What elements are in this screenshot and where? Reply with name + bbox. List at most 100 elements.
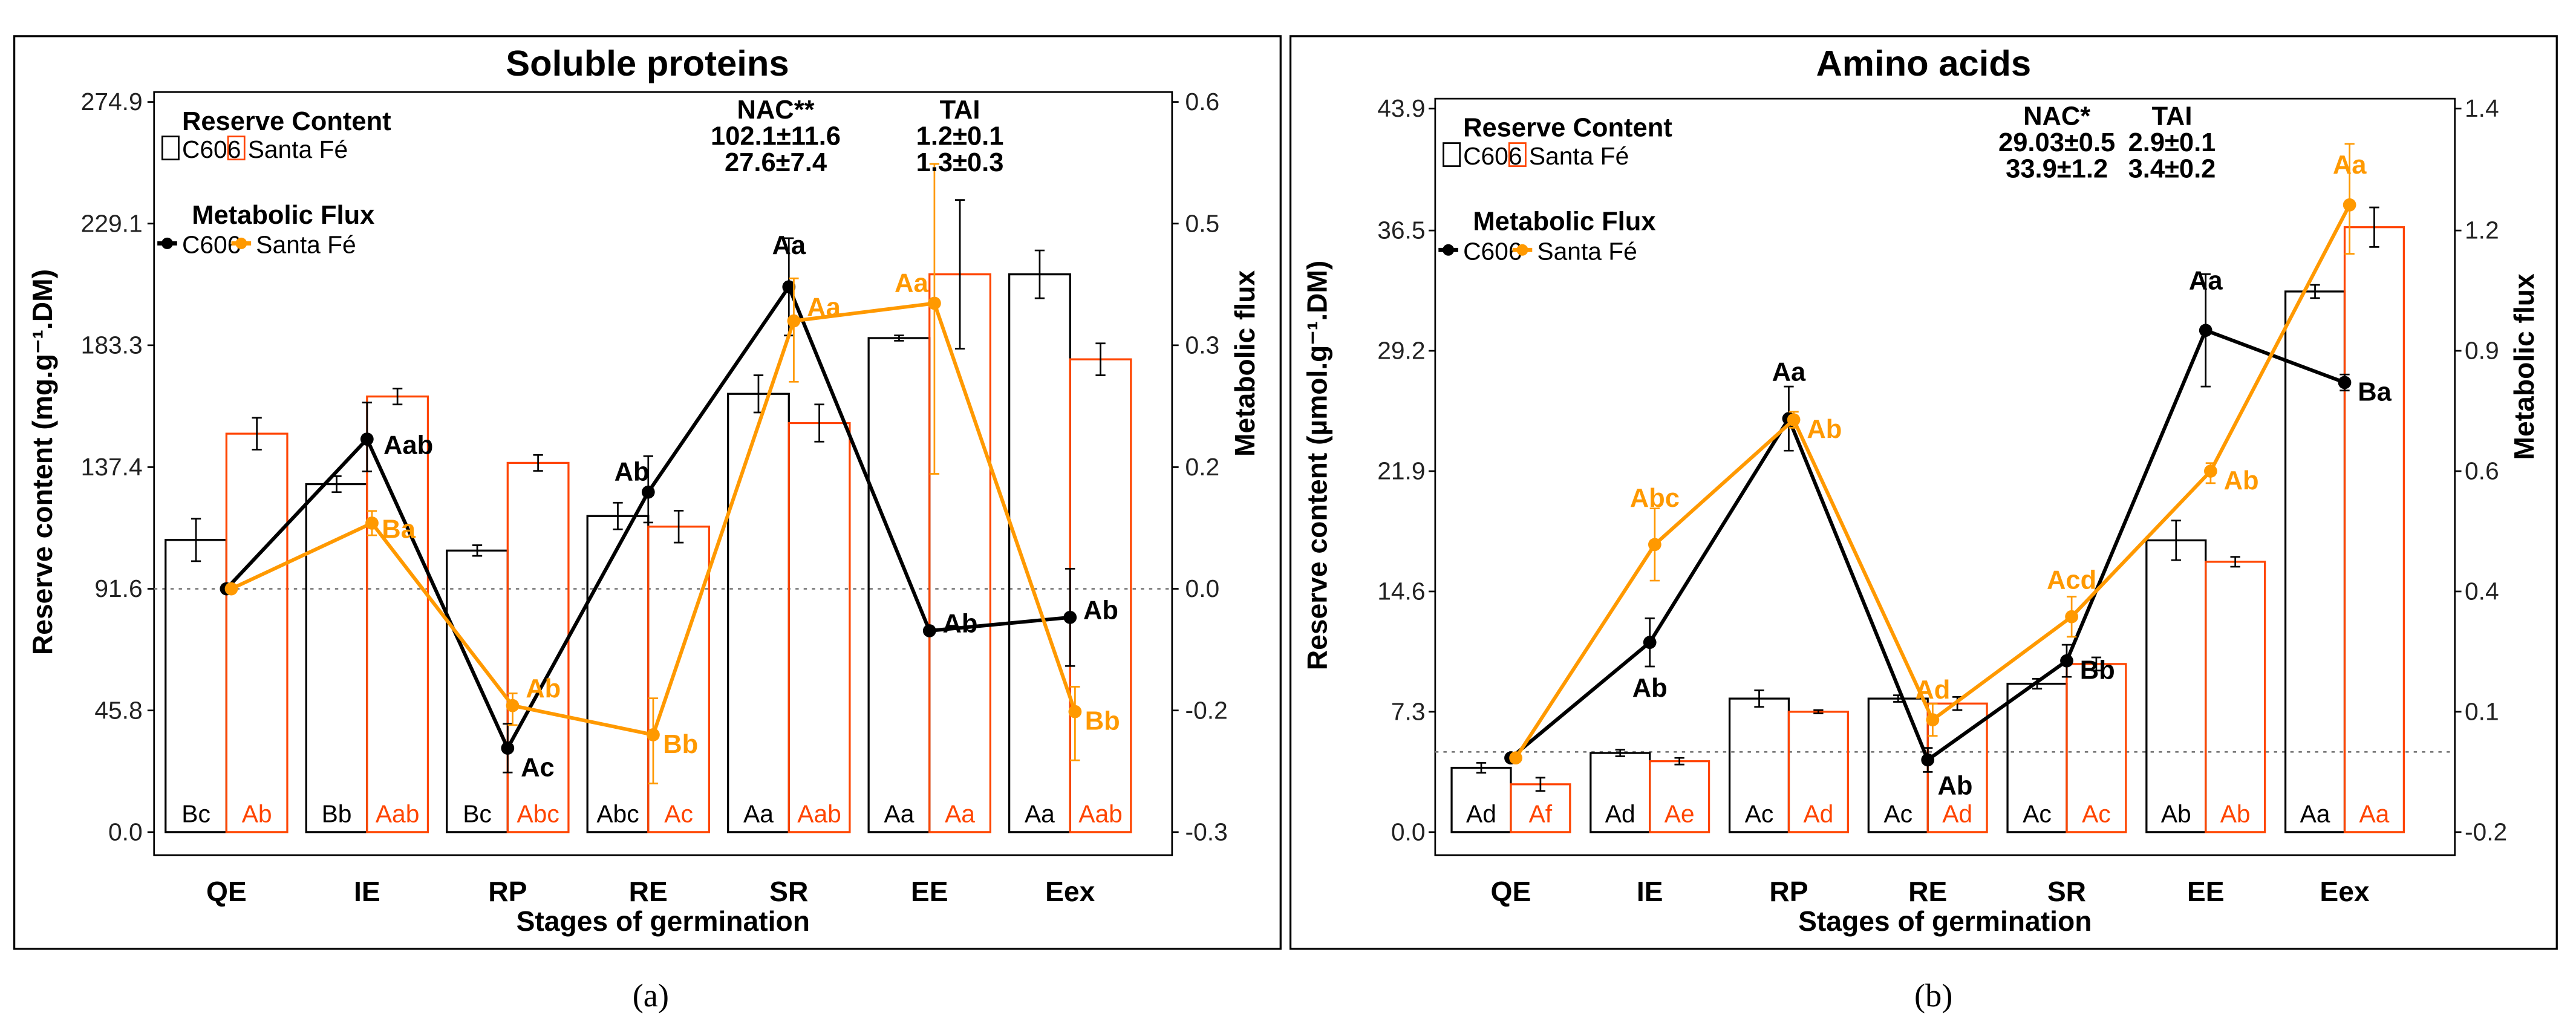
x-tick-label: SR (2047, 876, 2086, 907)
bar-letter: Af (1529, 800, 1553, 828)
legend-reserve-title: Reserve Content (1463, 114, 1672, 143)
flux-letter: Ab (1083, 596, 1118, 625)
flux-line-santa-fe (230, 301, 1077, 737)
bar-c606 (1008, 273, 1071, 833)
bar-error-bar (894, 334, 904, 342)
legend-marker-santa-fe (1516, 244, 1528, 256)
flux-point (2338, 376, 2352, 389)
flux-letter: Ab (1807, 415, 1842, 444)
x-tick-label: EE (911, 876, 948, 907)
x-tick-label: SR (769, 876, 808, 907)
flux-point (1921, 753, 1935, 767)
flux-point (2060, 654, 2073, 668)
plot-area (153, 91, 1173, 856)
bar-error-bar (392, 388, 403, 406)
bar-letter: Ad (1942, 800, 1972, 828)
bar-error-bar (1535, 777, 1546, 792)
flux-letter: Aa (772, 231, 806, 260)
bar-letter: Ad (1466, 800, 1496, 828)
x-tick-label: IE (354, 876, 380, 907)
bar-error-bar (814, 403, 824, 443)
flux-point (1509, 751, 1522, 765)
flux-letter: Ad (1915, 676, 1950, 705)
y2-tick-label: -0.3 (1185, 818, 1228, 845)
x-tick-label: QE (206, 876, 247, 907)
flux-point (2199, 324, 2212, 337)
y-tick-label: 21.9 (1377, 457, 1425, 485)
y-tick-label: 91.6 (94, 575, 142, 602)
bar-santa-fe (2205, 561, 2266, 833)
flux-point (1068, 705, 1082, 718)
x-tick-label: RE (629, 876, 668, 907)
y-tick-label: 137.4 (81, 453, 143, 481)
y2-tick-label: 0.6 (1185, 88, 1220, 116)
tai-santa-fe: 3.4±0.2 (2128, 155, 2216, 184)
bar-error-bar (1476, 762, 1487, 774)
tai-c606: 1.2±0.1 (916, 122, 1004, 151)
x-tick-label: RP (1769, 876, 1808, 907)
y2-tick-label: 0.6 (2465, 457, 2499, 485)
bar-santa-fe (928, 273, 991, 833)
tai-label: TAI (940, 96, 980, 125)
flux-point (501, 741, 515, 755)
bar-error-bar (533, 454, 543, 472)
legend-swatch-c606 (161, 135, 180, 161)
panel-label: (b) (1914, 977, 1952, 1014)
y-tick-label: 0.0 (1391, 818, 1426, 845)
nac-santa-fe: 27.6±7.4 (725, 148, 827, 177)
bar-letter: Ac (664, 800, 693, 828)
flux-point (224, 582, 238, 596)
y-tick-label: 229.1 (81, 209, 143, 237)
y-axis-title: Reserve content (mg.g⁻¹.DM) (27, 269, 58, 655)
flux-point (506, 699, 520, 712)
x-tick-label: Eex (1045, 876, 1095, 907)
panel-a: Soluble proteins 0.0 45.8 91.6 137.4 183.3 229… (13, 35, 1282, 1014)
bar-error-bar (1674, 757, 1684, 766)
x-tick-label: RE (1908, 876, 1947, 907)
bar-letter: Aab (1078, 800, 1123, 828)
flux-letter: Aa (895, 269, 928, 298)
bar-letter: Ac (2082, 800, 2111, 828)
bar-c606 (305, 483, 368, 833)
legend-flux-title: Metabolic Flux (1473, 207, 1655, 236)
flux-letter: Aa (2189, 266, 2223, 295)
bar-letter: Aab (376, 800, 420, 828)
bar-letter: Ac (2023, 800, 2052, 828)
flux-error-bar (929, 163, 940, 475)
bar-letter: Aa (945, 800, 975, 828)
nac-santa-fe: 33.9±1.2 (2006, 155, 2108, 184)
bar-error-bar (1754, 689, 1764, 708)
bar-error-bar (2091, 656, 2102, 672)
y-tick-label: 36.5 (1377, 217, 1425, 244)
bar-letter: Bc (181, 800, 210, 828)
bar-letter: Aab (797, 800, 841, 828)
flux-point (641, 485, 655, 499)
flux-point (2343, 198, 2356, 212)
flux-letter: Ab (2224, 466, 2259, 495)
y2-tick-label: -0.2 (1185, 696, 1228, 724)
legend-swatch-santa-fe (227, 135, 246, 161)
x-tick-label: QE (1491, 876, 1531, 907)
bar-error-bar (2369, 206, 2379, 248)
nac-label: NAC* (2023, 102, 2090, 131)
bar-error-bar (191, 518, 201, 562)
flux-letter: Aa (807, 293, 841, 322)
y-tick-label: 183.3 (81, 331, 143, 359)
bar-c606 (446, 549, 509, 833)
chart-title: Soluble proteins (506, 43, 789, 83)
y2-tick-label: 0.0 (1185, 575, 1220, 602)
bar-c606 (2145, 539, 2207, 833)
bar-letter: Ab (2161, 800, 2191, 828)
bar-letter: Ab (242, 800, 272, 828)
nac-label: NAC** (737, 96, 814, 125)
x-axis-title: Stages of germination (1798, 905, 2092, 937)
bar-letter: Bc (463, 800, 492, 828)
bar-letter: Ac (1883, 800, 1912, 828)
flux-point (647, 728, 660, 741)
y-tick-label: 274.9 (81, 88, 143, 116)
y-tick-label: 45.8 (94, 696, 142, 724)
bar-error-bar (252, 417, 262, 451)
flux-letter: Acd (2047, 566, 2096, 595)
bar-error-bar (1034, 249, 1045, 299)
y-tick-label: 14.6 (1377, 578, 1425, 605)
